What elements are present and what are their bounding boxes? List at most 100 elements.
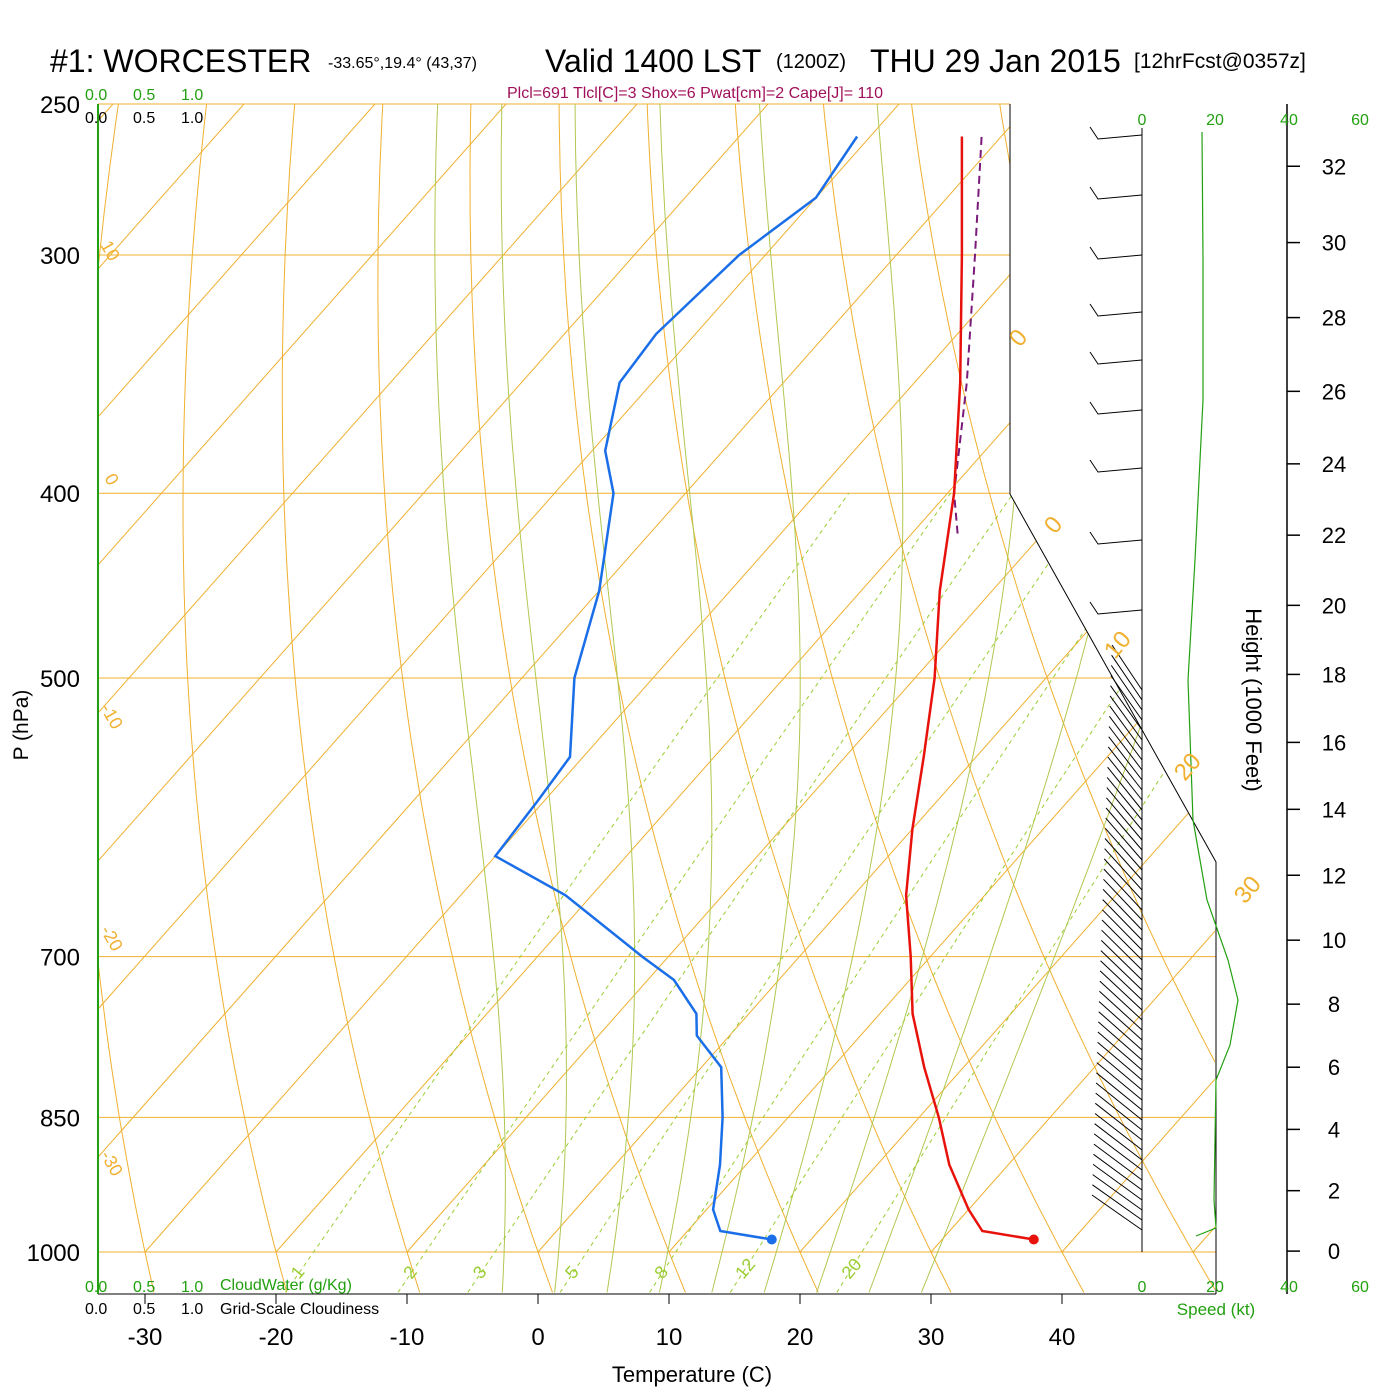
wind-barb	[1089, 459, 1143, 473]
isotherm-line	[98, 104, 638, 714]
x-tick-label: 40	[1049, 1324, 1076, 1351]
x-tick-label: -20	[259, 1324, 294, 1351]
zulu-time: (1200Z)	[776, 51, 846, 73]
height-tick-label: 26	[1322, 379, 1346, 404]
wind-barb	[1098, 1011, 1143, 1051]
cloudwater-label: CloudWater (g/Kg)	[220, 1277, 352, 1294]
stability-indices: Plcl=691 Tlcl[C]=3 Shox=6 Pwat[cm]=2 Cap…	[507, 85, 883, 102]
x-axis-label: Temperature (C)	[612, 1362, 772, 1387]
cloudwater-bottom-0: 0.0	[85, 1279, 107, 1296]
wind-panel	[1089, 126, 1239, 1252]
forecast-date: THU 29 Jan 2015	[870, 43, 1121, 79]
mixing-ratio-label: 12	[731, 1254, 759, 1282]
cloudwater-top-1: 0.5	[133, 87, 155, 104]
wind-barb	[1097, 1021, 1143, 1061]
x-tick-label: 30	[918, 1324, 945, 1351]
mixing-ratio-label: 2	[399, 1262, 421, 1283]
dry-adiabat	[377, 104, 553, 1293]
wind-barb	[1100, 950, 1143, 991]
height-tick-label: 30	[1322, 231, 1346, 256]
wind-barb	[1089, 303, 1143, 317]
wind-barb	[1089, 126, 1143, 140]
parcel-curve	[953, 136, 983, 534]
mixing-ratio-label: 5	[561, 1262, 583, 1283]
left-isotherm-label: -10	[97, 700, 127, 733]
wind-barb	[1089, 351, 1143, 365]
wind-barb	[1110, 665, 1143, 711]
speed-bottom-0: 0	[1138, 1279, 1147, 1296]
wind-barb	[1111, 654, 1143, 701]
left-isotherm-label: 0	[101, 470, 123, 489]
moist-adiabat	[434, 104, 506, 1293]
x-tick-label: 0	[531, 1324, 544, 1351]
wind-barb	[1106, 777, 1143, 821]
wind-barb	[1107, 746, 1143, 791]
isotherm-line	[98, 104, 769, 862]
wind-barb	[1091, 1194, 1143, 1231]
mixing-ratio-line	[467, 492, 1014, 1293]
pressure-tick-label: 250	[40, 92, 80, 119]
cloudiness-top-0: 0.0	[85, 110, 107, 127]
wind-barb	[1095, 1082, 1143, 1121]
wind-barb	[1109, 695, 1143, 741]
height-tick-label: 4	[1328, 1117, 1340, 1142]
left-isotherm-label: -30	[97, 1147, 127, 1180]
wind-barb	[1089, 186, 1143, 200]
speed-label: Speed (kt)	[1177, 1300, 1255, 1319]
wind-barb	[1093, 1153, 1143, 1191]
wind-barb	[1092, 1184, 1143, 1221]
height-tick-label: 12	[1322, 863, 1346, 888]
wind-barb	[1097, 1041, 1143, 1081]
forecast-info: [12hrFcst@0357z]	[1134, 50, 1306, 73]
height-tick-label: 6	[1328, 1055, 1340, 1080]
wind-barb	[1104, 848, 1143, 891]
isotherm-line	[537, 486, 1215, 1253]
wind-barb	[1089, 401, 1143, 415]
height-tick-label: 32	[1322, 154, 1346, 179]
mixing-ratio-line	[836, 691, 1215, 1293]
dry-adiabat	[1343, 70, 1400, 1292]
isotherm-line	[144, 104, 1162, 1253]
x-tick-label: -10	[390, 1324, 425, 1351]
mixing-ratio-line	[285, 492, 850, 1293]
dry-adiabat	[911, 104, 1215, 1064]
mixing-ratio-label: 20	[837, 1254, 865, 1282]
height-axis-label: Height (1000 Feet)	[1241, 608, 1266, 791]
wind-barb	[1106, 797, 1143, 841]
wind-speed-curve	[1187, 131, 1239, 1237]
wind-barb	[1100, 960, 1143, 1001]
wind-barb	[1094, 1113, 1143, 1151]
wind-barb	[1094, 1102, 1143, 1141]
isotherm-line	[98, 104, 1031, 1158]
height-tick-label: 18	[1322, 662, 1346, 687]
wind-barb	[1096, 1052, 1143, 1091]
wind-barb	[1108, 726, 1143, 771]
wind-barb	[1089, 531, 1143, 545]
wind-barb	[1103, 858, 1143, 901]
height-tick-label: 10	[1322, 928, 1346, 953]
wind-barb	[1108, 716, 1143, 761]
pressure-tick-label: 1000	[27, 1240, 80, 1267]
wind-barb	[1102, 909, 1143, 951]
moist-adiabat	[711, 104, 801, 1293]
speed-top-1: 20	[1206, 112, 1224, 129]
wind-barb	[1101, 929, 1143, 971]
mixing-ratio-label: 3	[469, 1262, 491, 1283]
dry-adiabat	[558, 104, 819, 1293]
x-tick-label: 20	[787, 1324, 814, 1351]
cloudiness-label: Grid-Scale Cloudiness	[220, 1301, 379, 1318]
station-coords: -33.65°,19.4° (43,37)	[328, 55, 477, 72]
x-tick-label: -30	[128, 1324, 163, 1351]
panel-mask	[1010, 100, 1290, 1300]
height-tick-label: 20	[1322, 593, 1346, 618]
cloudiness-top-2: 1.0	[181, 110, 203, 127]
wind-barb	[1099, 980, 1143, 1021]
wind-barb	[1097, 1031, 1143, 1071]
cloudiness-top-1: 0.5	[133, 110, 155, 127]
surface-dewpoint-dot	[766, 1234, 777, 1245]
height-tick-label: 0	[1328, 1239, 1340, 1264]
wind-barb	[1108, 736, 1143, 781]
wind-barb	[1092, 1163, 1143, 1201]
cloudwater-top-0: 0.0	[85, 87, 107, 104]
